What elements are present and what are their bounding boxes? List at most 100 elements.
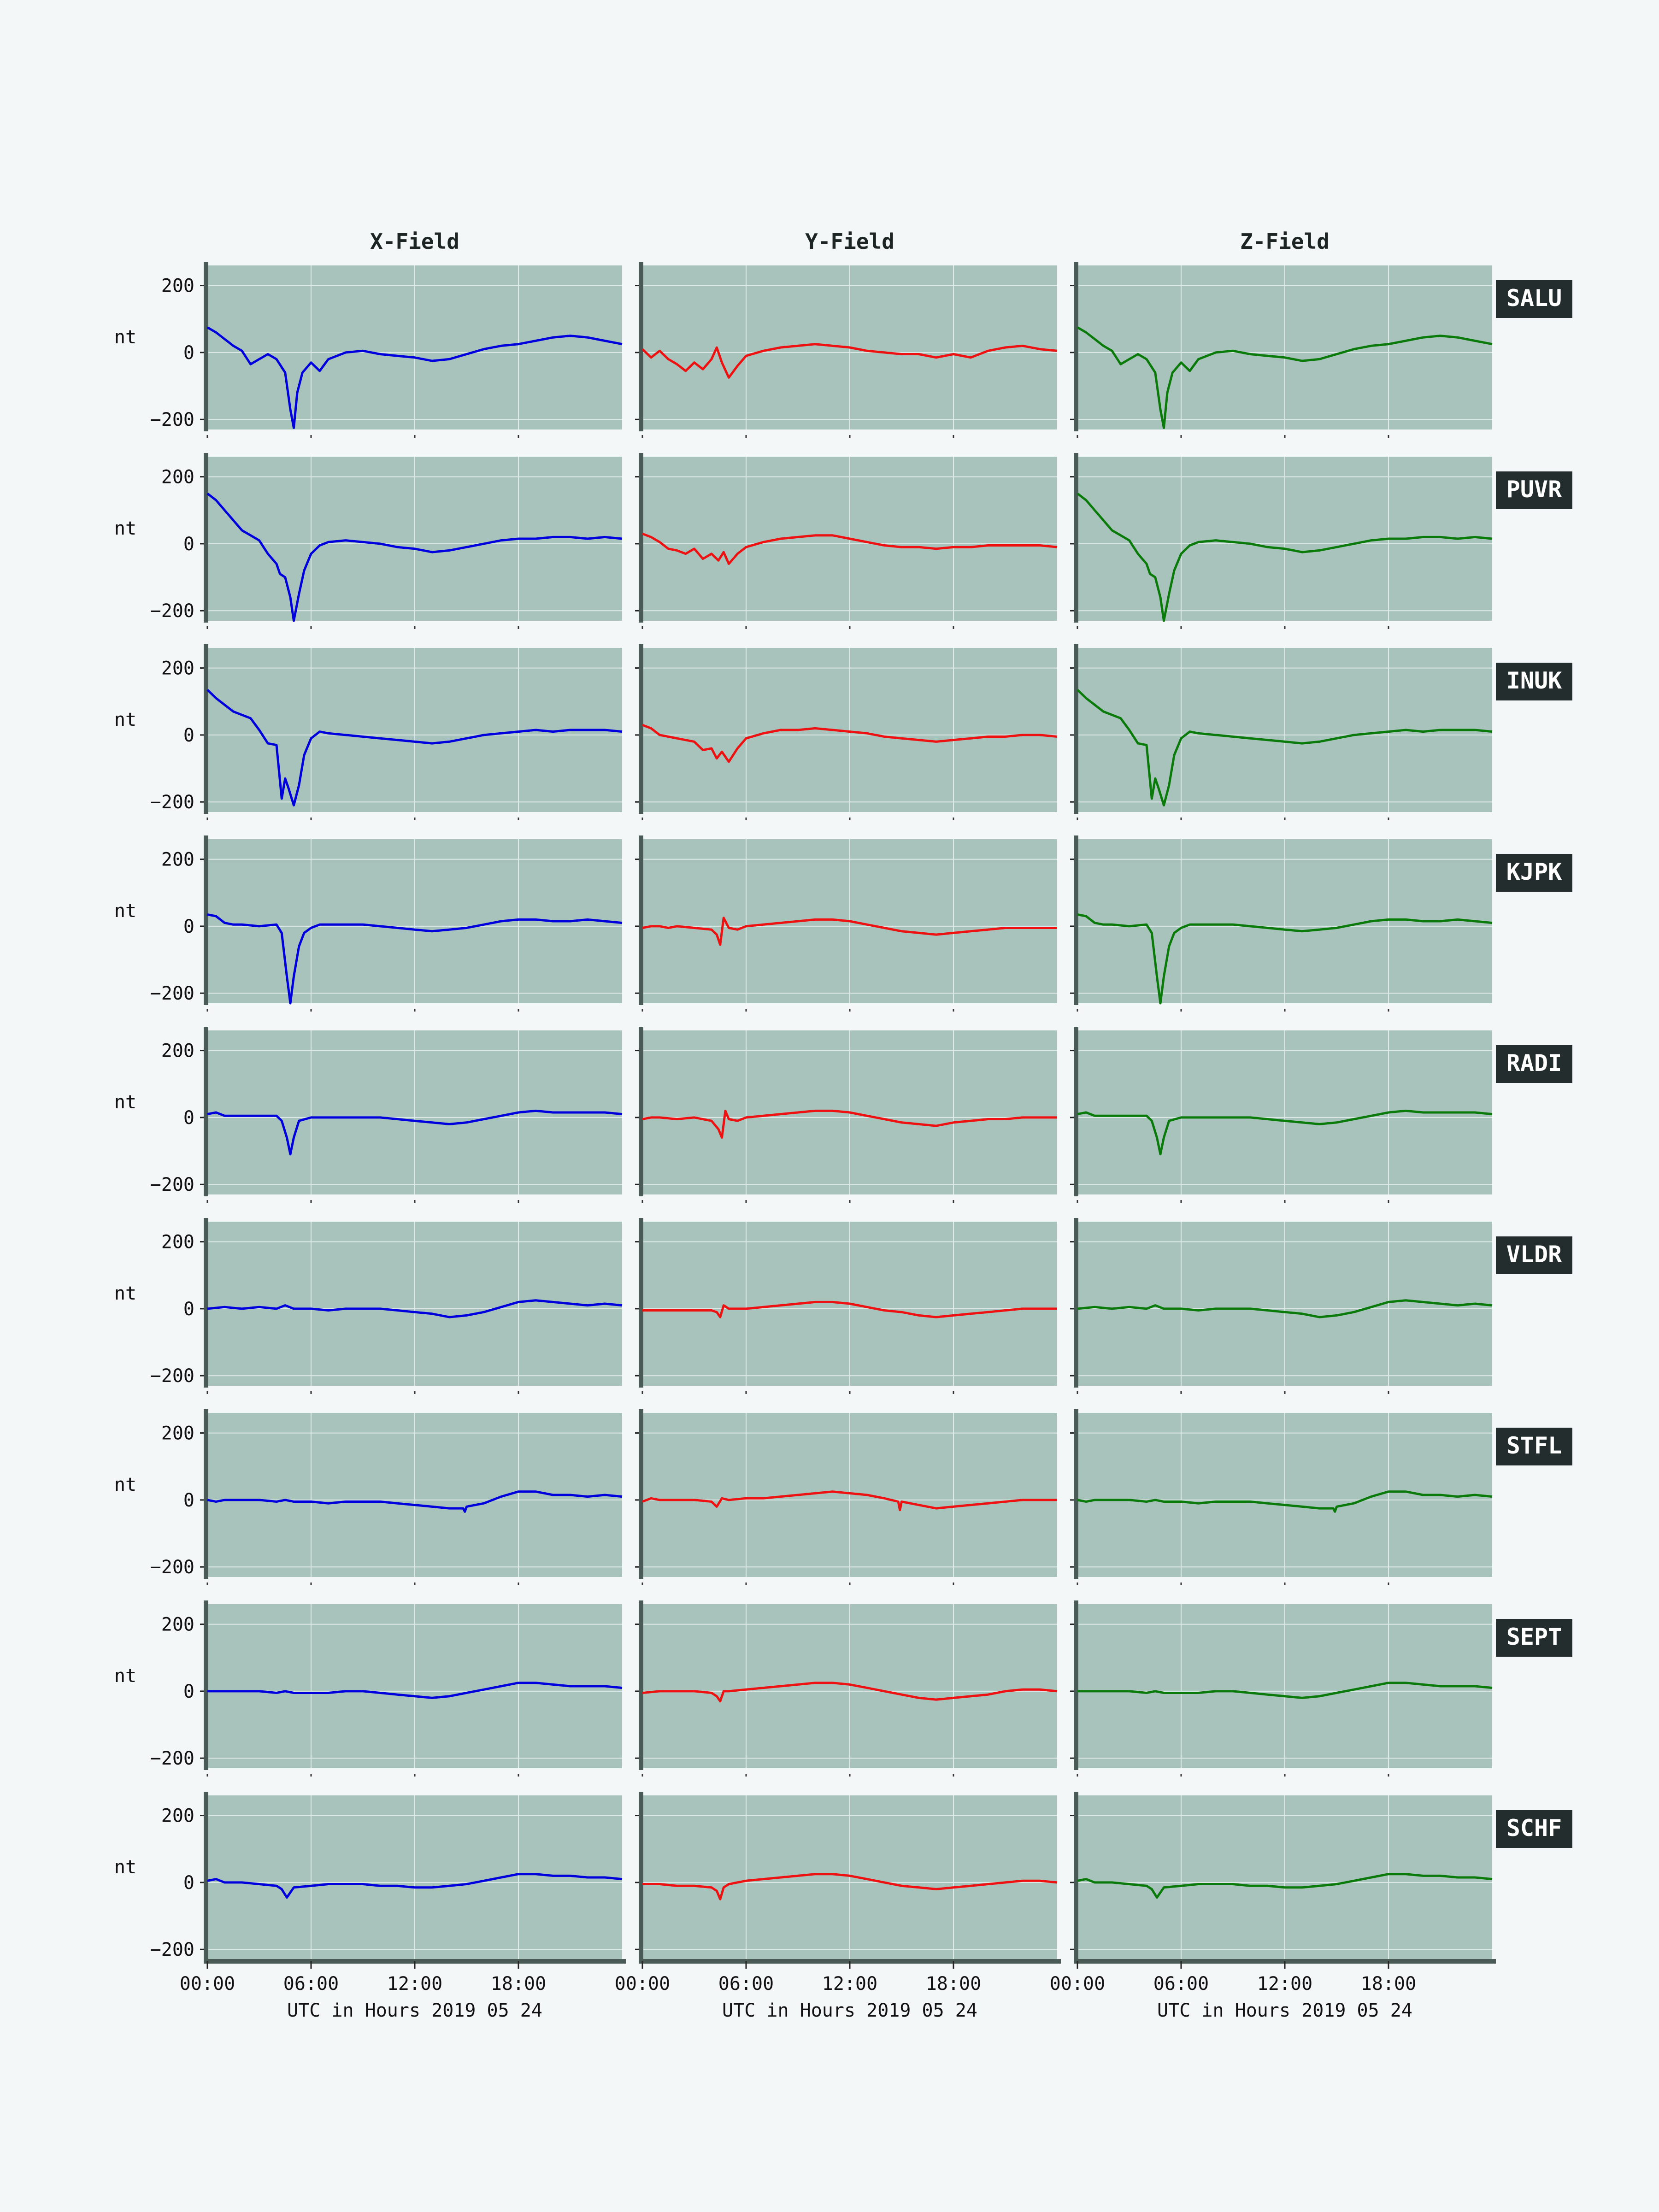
series-line-salu-z: [1077, 326, 1493, 429]
y-tick-label: 0: [183, 725, 194, 746]
series-line-sept-x: [207, 1682, 623, 1699]
series-line-schf-x: [207, 1873, 623, 1899]
y-tick-label: 200: [161, 1232, 194, 1253]
y-axis-label: nt: [114, 1857, 136, 1878]
x-tick-label: 12:00: [822, 1973, 877, 1994]
y-tick-label: 200: [161, 1806, 194, 1827]
y-tick-label: 0: [183, 1490, 194, 1511]
x-tick-label: 06:00: [1153, 1973, 1209, 1994]
y-tick-label: −200: [150, 1748, 194, 1769]
station-label: STFL: [1506, 1432, 1562, 1459]
x-tick-label: 00:00: [1050, 1973, 1105, 1994]
series-line-vldr-x: [207, 1299, 623, 1318]
station-label-box: [1496, 663, 1572, 700]
x-tick-label: 00:00: [180, 1973, 235, 1994]
y-tick-label: −200: [150, 1939, 194, 1960]
station-label-box: [1496, 1428, 1572, 1465]
series-line-inuk-x: [206, 689, 623, 806]
series-line-kjpk-z: [1077, 913, 1493, 1005]
y-tick-label: 0: [183, 1299, 194, 1320]
y-tick-label: 0: [183, 1681, 194, 1702]
y-tick-label: 0: [183, 916, 194, 937]
station-label: PUVR: [1506, 476, 1562, 503]
x-tick-label: 06:00: [718, 1973, 774, 1994]
y-tick-label: −200: [150, 983, 194, 1004]
y-tick-label: −200: [150, 1174, 194, 1195]
series-line-kjpk-x: [207, 913, 623, 1005]
station-label-box: [1496, 1619, 1572, 1657]
series-line-inuk-z: [1077, 689, 1493, 806]
series-line-radi-z: [1077, 1109, 1493, 1156]
station-label-box: [1496, 1045, 1572, 1083]
series-line-stfl-y: [642, 1490, 1057, 1512]
y-tick-label: 200: [161, 849, 194, 871]
series-line-puvr-y: [642, 532, 1058, 565]
station-label-box: [1496, 280, 1572, 318]
y-axis-label: nt: [114, 518, 136, 539]
y-tick-label: 0: [183, 534, 194, 555]
y-axis-label: nt: [114, 709, 136, 730]
x-axis-label: UTC in Hours 2019 05 24: [1157, 2000, 1412, 2021]
x-tick-label: 18:00: [491, 1973, 546, 1994]
y-tick-label: −200: [150, 409, 194, 430]
series-line-vldr-z: [1077, 1299, 1493, 1318]
x-axis-label: UTC in Hours 2019 05 24: [287, 2000, 542, 2021]
series-line-sept-y: [642, 1682, 1058, 1703]
y-tick-label: 0: [183, 342, 194, 364]
series-line-schf-y: [642, 1873, 1058, 1900]
y-tick-label: −200: [150, 792, 194, 813]
y-axis-label: nt: [114, 900, 136, 922]
station-label-box: [1496, 471, 1572, 509]
y-tick-label: 200: [161, 1041, 194, 1062]
y-tick-label: −200: [150, 600, 194, 622]
y-tick-label: 200: [161, 276, 194, 297]
column-title: Y-Field: [805, 229, 894, 254]
y-tick-label: 0: [183, 1872, 194, 1894]
station-label: VLDR: [1506, 1241, 1562, 1268]
x-tick-label: 06:00: [283, 1973, 339, 1994]
x-tick-label: 18:00: [1361, 1973, 1416, 1994]
y-axis-label: nt: [114, 1283, 136, 1304]
y-axis-label: nt: [114, 1474, 136, 1495]
series-line-puvr-x: [206, 492, 623, 622]
station-label: SEPT: [1506, 1624, 1562, 1650]
series-line-kjpk-y: [642, 917, 1057, 946]
station-label: SCHF: [1506, 1815, 1562, 1841]
station-label-box: [1496, 1236, 1572, 1274]
series-line-radi-x: [207, 1109, 623, 1156]
station-label: SALU: [1506, 285, 1562, 312]
y-axis-label: nt: [114, 1665, 136, 1687]
series-line-inuk-y: [642, 724, 1058, 763]
x-tick-label: 00:00: [615, 1973, 670, 1994]
y-tick-label: −200: [150, 1557, 194, 1578]
station-label: INUK: [1506, 667, 1562, 694]
series-line-vldr-y: [642, 1300, 1057, 1318]
series-line-salu-x: [206, 326, 623, 429]
y-tick-label: 0: [183, 1107, 194, 1129]
series-line-stfl-z: [1077, 1490, 1493, 1513]
x-tick-label: 12:00: [1257, 1973, 1312, 1994]
y-axis-label: nt: [114, 327, 136, 348]
x-tick-label: 12:00: [387, 1973, 442, 1994]
x-tick-label: 18:00: [926, 1973, 981, 1994]
column-title: X-Field: [370, 229, 459, 254]
series-line-salu-y: [641, 343, 1058, 379]
y-tick-label: 200: [161, 1614, 194, 1635]
y-tick-label: 200: [161, 658, 194, 679]
series-line-puvr-z: [1077, 492, 1493, 622]
station-label-box: [1496, 1810, 1572, 1848]
y-tick-label: 200: [161, 467, 194, 488]
station-label: RADI: [1506, 1050, 1562, 1077]
station-label-box: [1496, 854, 1572, 892]
series-line-sept-z: [1077, 1682, 1493, 1699]
y-tick-label: −200: [150, 1365, 194, 1387]
series-line-stfl-x: [207, 1490, 623, 1513]
series-line-schf-z: [1077, 1873, 1493, 1899]
y-axis-label: nt: [114, 1092, 136, 1113]
station-label: KJPK: [1506, 859, 1562, 885]
column-title: Z-Field: [1240, 229, 1330, 254]
y-tick-label: 200: [161, 1423, 194, 1444]
x-axis-label: UTC in Hours 2019 05 24: [722, 2000, 977, 2021]
series-line-radi-y: [642, 1109, 1057, 1139]
